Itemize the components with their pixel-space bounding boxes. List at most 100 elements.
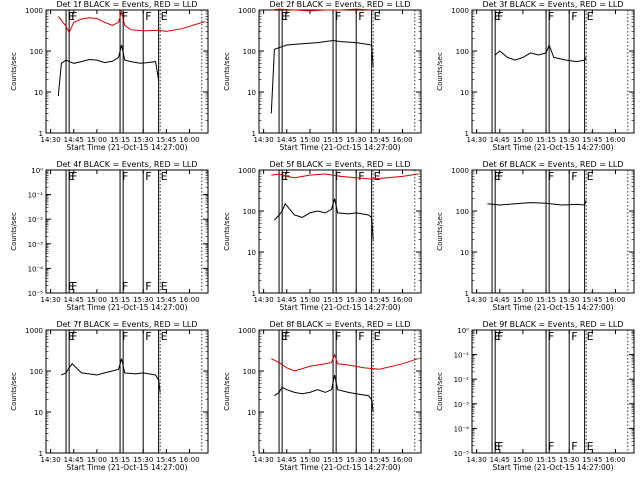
event-marker-label: E <box>374 10 381 23</box>
x-tick-label: 14:45 <box>64 456 84 464</box>
panel-8: Det 8f BLACK = Events, RED = LLD 14:30 14:… <box>223 320 422 472</box>
x-tick-label: 14:45 <box>490 136 510 144</box>
x-tick-label: 15:30 <box>559 136 579 144</box>
event-marker-label: F <box>145 10 151 23</box>
y-tick-label: 1000 <box>25 7 43 15</box>
y-tick-label: 10⁻³ <box>454 401 470 409</box>
x-tick-label: 16:00 <box>605 296 625 304</box>
x-tick-label: 16:00 <box>392 456 412 464</box>
x-tick-label: 14:30 <box>254 456 274 464</box>
event-marker-label: F <box>571 330 577 343</box>
y-tick-label: 10 <box>460 89 469 97</box>
x-tick-label: 15:30 <box>559 456 579 464</box>
event-marker-label: F <box>571 170 577 183</box>
event-marker-label: F <box>71 10 77 23</box>
y-tick-label: 10⁻¹ <box>28 192 44 200</box>
y-tick-label: 1000 <box>238 7 256 15</box>
x-tick-label: 15:15 <box>536 136 556 144</box>
x-tick-label: 15:15 <box>323 136 343 144</box>
event-marker-label-bottom: F <box>71 280 77 293</box>
x-tick-label: 15:45 <box>369 136 389 144</box>
x-tick-label: 15:45 <box>369 296 389 304</box>
event-marker-label: F <box>497 170 503 183</box>
event-marker-label: E <box>587 10 594 23</box>
event-marker-label-bottom: F <box>548 440 554 453</box>
x-tick-label: 15:30 <box>133 296 153 304</box>
x-axis-label: Start Time (21-Oct-15 14:27:00) <box>66 143 187 152</box>
y-axis-label: Counts/sec <box>223 52 231 91</box>
panel-6: Det 6f BLACK = Events, RED = LLD 14:30 14:… <box>436 160 635 312</box>
x-tick-label: 16:00 <box>179 136 199 144</box>
x-axis-label: Start Time (21-Oct-15 14:27:00) <box>492 463 613 472</box>
event-marker-label: F <box>71 330 77 343</box>
y-tick-label: 100 <box>243 368 256 376</box>
y-axis-label: Counts/sec <box>436 372 444 411</box>
x-tick-label: 15:30 <box>346 456 366 464</box>
series-events <box>270 39 374 114</box>
panel-9: Det 9f BLACK = Events, RED = LLD 14:30 14:… <box>436 320 635 472</box>
y-axis-label: Counts/sec <box>436 52 444 91</box>
event-marker-label: F <box>284 10 290 23</box>
x-tick-label: 15:00 <box>513 296 533 304</box>
event-marker-label: F <box>548 170 554 183</box>
y-axis-label: Counts/sec <box>436 212 444 251</box>
event-marker-label: E <box>161 10 168 23</box>
x-tick-label: 14:45 <box>64 136 84 144</box>
x-tick-label: 14:30 <box>254 136 274 144</box>
x-axis-label: Start Time (21-Oct-15 14:27:00) <box>492 143 613 152</box>
y-tick-label: 10⁻² <box>454 376 470 384</box>
y-axis-label: Counts/sec <box>10 212 18 251</box>
x-tick-label: 15:45 <box>369 456 389 464</box>
series-lld <box>57 9 206 34</box>
y-tick-label: 10⁻⁴ <box>454 425 470 433</box>
y-tick-label: 10⁰ <box>457 327 469 335</box>
y-tick-label: 10⁻² <box>28 216 44 224</box>
event-marker-label: F <box>145 330 151 343</box>
x-tick-label: 15:45 <box>156 136 176 144</box>
x-tick-label: 15:15 <box>323 456 343 464</box>
x-tick-label: 14:45 <box>64 296 84 304</box>
series-events <box>274 374 374 413</box>
event-marker-label: E <box>374 330 381 343</box>
x-tick-label: 16:00 <box>392 296 412 304</box>
event-marker-label: E <box>68 330 75 343</box>
event-marker-label-bottom: F <box>571 440 577 453</box>
y-tick-label: 1 <box>39 130 43 138</box>
x-tick-label: 15:00 <box>300 136 320 144</box>
panel-title: Det 3f BLACK = Events, RED = LLD <box>482 0 623 9</box>
y-tick-label: 10 <box>34 409 43 417</box>
panel-7: Det 7f BLACK = Events, RED = LLD 14:30 14:… <box>10 320 209 472</box>
plot-frame <box>471 329 635 454</box>
x-tick-label: 15:45 <box>156 296 176 304</box>
series-lld <box>271 353 419 372</box>
panel-title: Det 1f BLACK = Events, RED = LLD <box>56 0 197 9</box>
event-marker-label: E <box>494 10 501 23</box>
y-tick-label: 100 <box>30 48 43 56</box>
plot-frame <box>45 9 209 134</box>
x-tick-label: 15:45 <box>156 456 176 464</box>
panel-4: Det 4f BLACK = Events, RED = LLD 14:30 14:… <box>10 160 209 312</box>
panel-title: Det 5f BLACK = Events, RED = LLD <box>269 160 410 169</box>
x-tick-label: 15:00 <box>300 456 320 464</box>
x-tick-label: 15:15 <box>110 136 130 144</box>
y-tick-label: 100 <box>30 368 43 376</box>
series-lld <box>271 8 372 12</box>
y-tick-label: 10⁻⁴ <box>28 265 44 273</box>
y-axis-label: Counts/sec <box>223 212 231 251</box>
event-marker-label: F <box>571 10 577 23</box>
x-tick-label: 15:45 <box>582 296 602 304</box>
panel-title: Det 9f BLACK = Events, RED = LLD <box>482 320 623 329</box>
event-marker-label: F <box>358 170 364 183</box>
event-marker-label: E <box>161 330 168 343</box>
event-marker-label-bottom: F <box>122 280 128 293</box>
x-tick-label: 14:45 <box>490 456 510 464</box>
x-tick-label: 16:00 <box>605 456 625 464</box>
x-tick-label: 15:15 <box>110 456 130 464</box>
x-tick-label: 15:30 <box>559 296 579 304</box>
x-axis-label: Start Time (21-Oct-15 14:27:00) <box>279 463 400 472</box>
event-marker-label: E <box>494 330 501 343</box>
x-tick-label: 15:00 <box>513 136 533 144</box>
plot-frame <box>45 169 209 294</box>
x-tick-label: 15:15 <box>110 296 130 304</box>
